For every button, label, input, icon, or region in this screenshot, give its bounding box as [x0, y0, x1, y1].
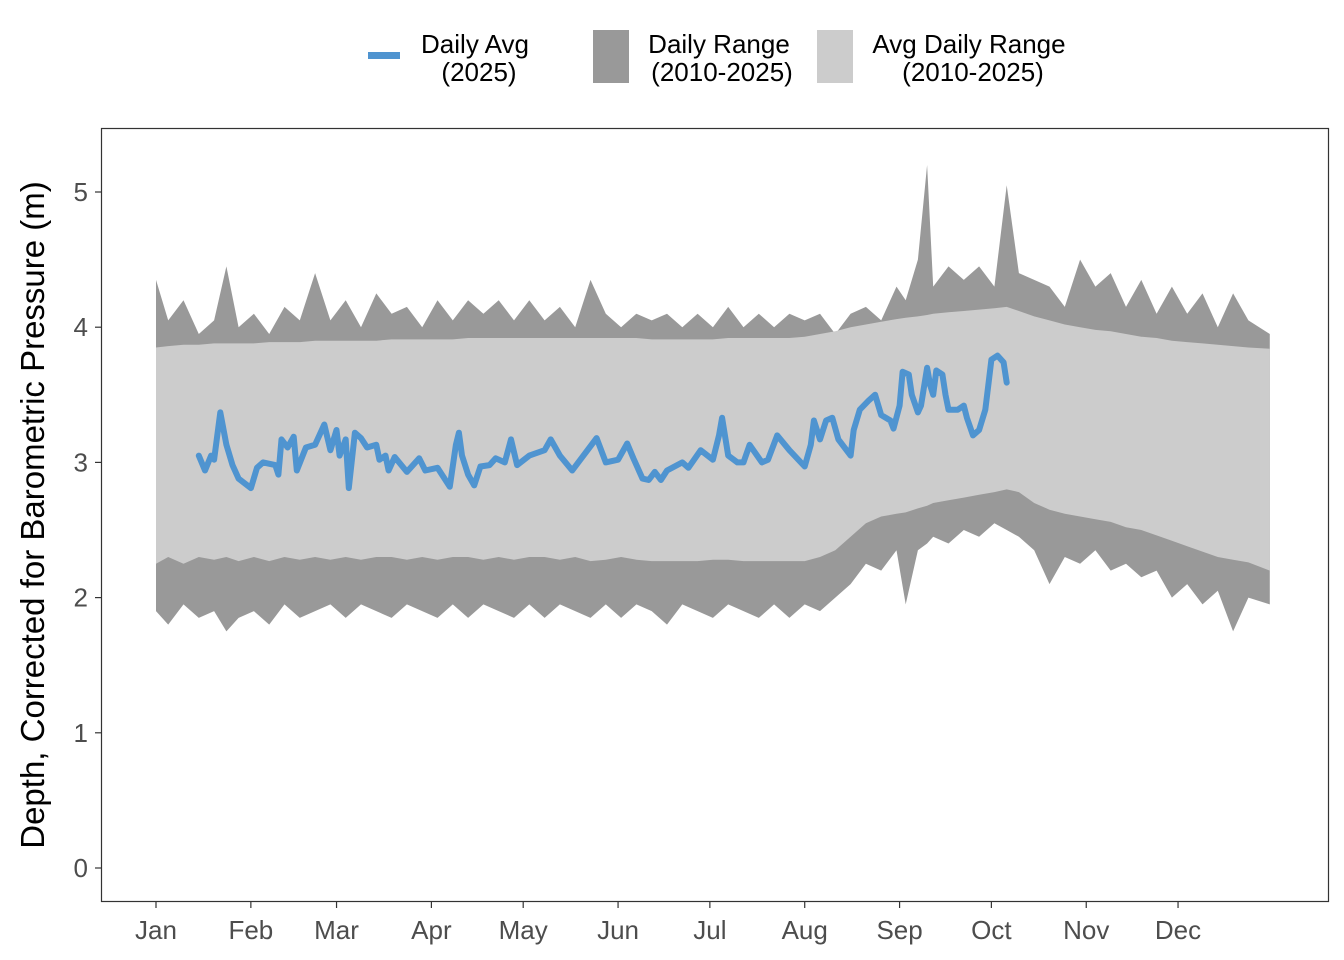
daily-avg-2025-line	[195, 352, 1010, 492]
y-tick-label: 5	[74, 177, 88, 207]
x-tick-label: Dec	[1155, 915, 1201, 945]
x-tick-label: Mar	[314, 915, 359, 945]
plot-border	[100, 127, 1330, 903]
x-tick-label: Sep	[876, 915, 922, 945]
legend-key-avg-daily-range	[817, 30, 853, 83]
x-tick-label: Oct	[971, 915, 1012, 945]
legend-label-daily-range: Daily Range	[648, 29, 790, 59]
y-axis-title: Depth, Corrected for Barometric Pressure…	[14, 181, 51, 849]
legend-sublabel-daily-avg: (2025)	[441, 57, 516, 87]
legend-sublabel-avg-daily-range: (2010-2025)	[902, 57, 1044, 87]
x-tick-label: Jan	[135, 915, 177, 945]
legend-sublabel-daily-range: (2010-2025)	[651, 57, 793, 87]
legend-key-daily-avg	[368, 52, 400, 59]
legend-key-daily-range	[593, 30, 629, 83]
x-tick-label: Jul	[693, 915, 726, 945]
y-tick-label: 0	[74, 853, 88, 883]
x-tick-label: Nov	[1063, 915, 1109, 945]
y-axis: 0 1 2 3 4 5	[74, 177, 101, 883]
x-tick-label: Aug	[782, 915, 828, 945]
x-tick-label: Feb	[228, 915, 273, 945]
y-tick-label: 1	[74, 718, 88, 748]
x-tick-label: May	[499, 915, 548, 945]
legend: Daily Avg (2025) Daily Range (2010-2025)…	[368, 29, 1066, 87]
y-tick-label: 4	[74, 312, 88, 342]
legend-label-daily-avg: Daily Avg	[421, 29, 529, 59]
x-axis: Jan Feb Mar Apr May Jun Jul Aug Sep Oct Nov Dec	[135, 902, 1201, 945]
y-tick-label: 2	[74, 583, 88, 613]
y-tick-label: 3	[74, 447, 88, 477]
x-tick-label: Jun	[597, 915, 639, 945]
legend-label-avg-daily-range: Avg Daily Range	[872, 29, 1065, 59]
plot-area	[156, 165, 1270, 632]
x-tick-label: Apr	[411, 915, 452, 945]
